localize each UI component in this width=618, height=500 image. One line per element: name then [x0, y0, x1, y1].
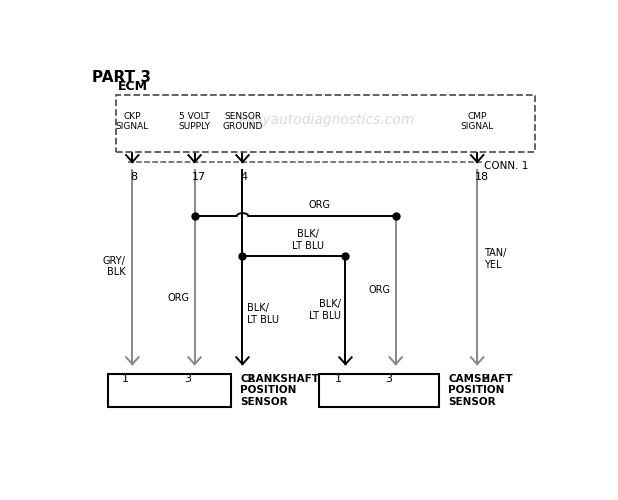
Text: ORG: ORG: [308, 200, 330, 210]
Text: PART 3: PART 3: [91, 70, 151, 84]
Text: 1: 1: [122, 374, 129, 384]
Text: BLK/
LT BLU: BLK/ LT BLU: [308, 300, 341, 321]
Text: CKP
SIGNAL: CKP SIGNAL: [116, 112, 149, 132]
Bar: [108, 374, 231, 406]
Bar: [319, 374, 439, 406]
Text: GRY/
BLK: GRY/ BLK: [102, 256, 125, 278]
Text: CMP
SIGNAL: CMP SIGNAL: [460, 112, 494, 132]
Text: easyautodiagnostics.com: easyautodiagnostics.com: [238, 112, 415, 126]
Text: 3: 3: [385, 374, 392, 384]
Text: TAN/
YEL: TAN/ YEL: [485, 248, 507, 270]
Text: 4: 4: [240, 172, 247, 181]
Text: 3: 3: [184, 374, 191, 384]
Text: CONN. 1: CONN. 1: [485, 161, 529, 171]
Text: 5 VOLT
SUPPLY: 5 VOLT SUPPLY: [179, 112, 211, 132]
Text: 2: 2: [247, 374, 253, 384]
Text: ECM: ECM: [118, 80, 148, 92]
Text: SENSOR
GROUND: SENSOR GROUND: [222, 112, 263, 132]
Bar: [116, 94, 535, 152]
Text: 2: 2: [481, 374, 488, 384]
Text: 1: 1: [334, 374, 342, 384]
Text: BLK/
LT BLU: BLK/ LT BLU: [292, 229, 324, 250]
Text: CAMSHAFT
POSITION
SENSOR: CAMSHAFT POSITION SENSOR: [449, 374, 513, 406]
Text: BLK/
LT BLU: BLK/ LT BLU: [247, 304, 279, 325]
Text: 18: 18: [475, 172, 489, 181]
Text: ORG: ORG: [369, 285, 391, 295]
Text: 17: 17: [192, 172, 206, 181]
Text: 8: 8: [130, 172, 137, 181]
Text: ORG: ORG: [168, 292, 190, 302]
Text: CRANKSHAFT
POSITION
SENSOR: CRANKSHAFT POSITION SENSOR: [240, 374, 319, 406]
